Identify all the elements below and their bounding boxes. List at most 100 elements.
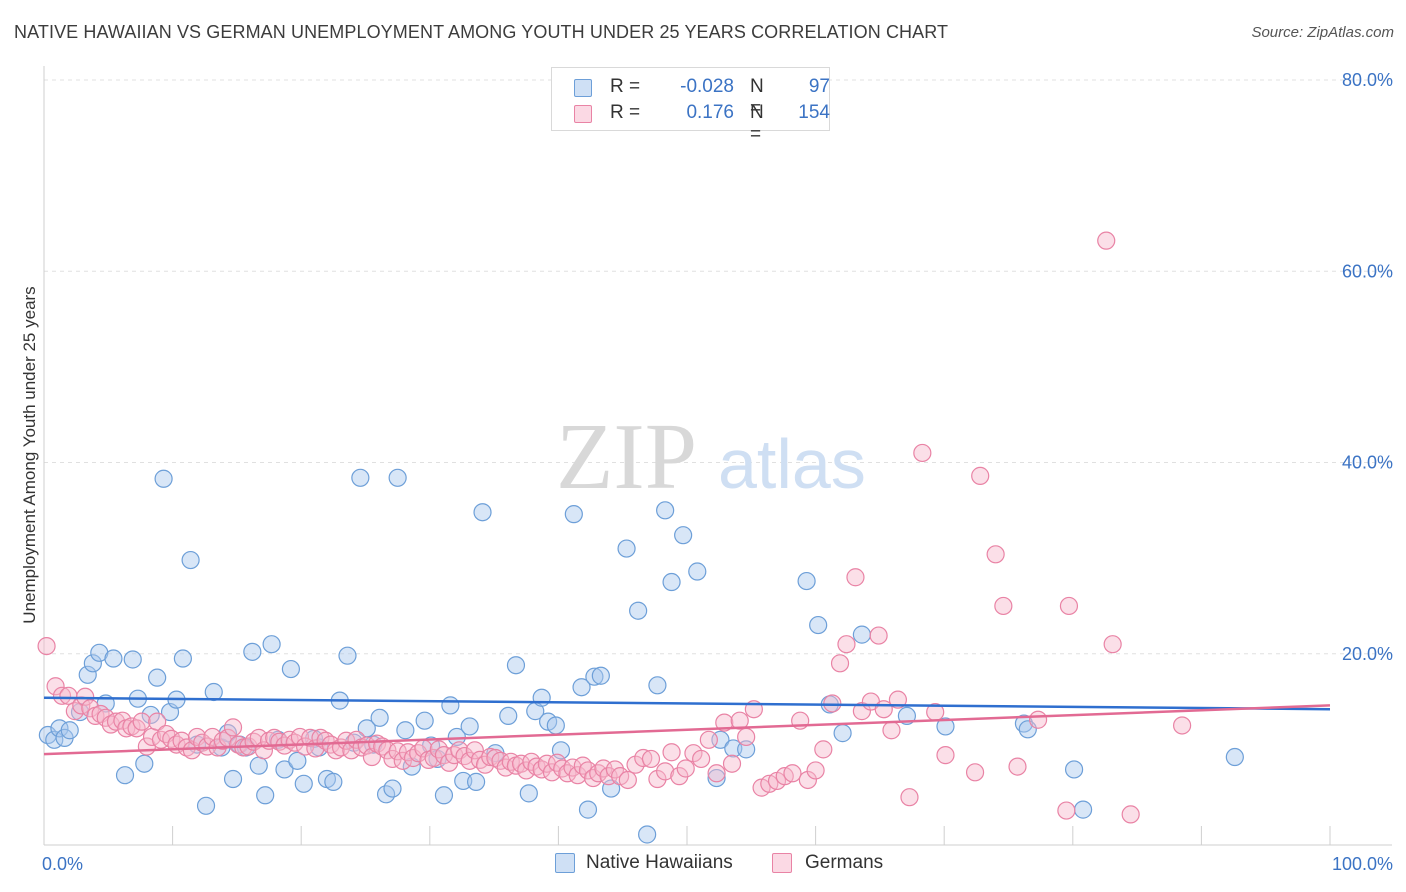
point-germans: [542, 763, 562, 782]
tick-labels: 20.0% 40.0% 60.0% 80.0% 0.0% 100.0%: [42, 70, 1393, 874]
point-germans: [517, 761, 536, 780]
point-germans: [814, 740, 833, 759]
point-germans: [662, 743, 681, 762]
point-native-hawaiians: [294, 774, 313, 793]
point-native-hawaiians: [460, 717, 479, 736]
point-native-hawaiians: [173, 649, 192, 668]
point-native-hawaiians: [737, 740, 756, 759]
point-native-hawaiians: [1073, 800, 1093, 819]
point-native-hawaiians: [473, 503, 492, 522]
point-native-hawaiians: [154, 469, 173, 488]
point-germans: [481, 747, 500, 767]
point-native-hawaiians: [243, 642, 262, 661]
point-native-hawaiians: [441, 696, 460, 715]
point-native-hawaiians: [546, 716, 565, 735]
series-native-hawaiians: [38, 468, 1244, 844]
point-native-hawaiians: [519, 784, 538, 803]
point-germans: [1028, 710, 1048, 729]
point-germans: [37, 636, 56, 656]
point-germans: [301, 728, 320, 748]
point-native-hawaiians: [104, 649, 123, 668]
point-native-hawaiians: [656, 501, 675, 520]
n-value: 154: [798, 102, 830, 123]
point-germans: [699, 730, 718, 749]
point-native-hawaiians: [388, 468, 407, 487]
point-germans: [52, 686, 72, 705]
point-germans: [182, 741, 201, 760]
point-germans: [1097, 231, 1116, 250]
point-native-hawaiians: [674, 526, 693, 545]
point-native-hawaiians: [724, 739, 743, 758]
point-germans: [1103, 635, 1122, 654]
axes: [43, 66, 1392, 846]
r-value: 0.176: [686, 102, 734, 123]
point-native-hawaiians: [262, 635, 281, 654]
point-germans: [676, 759, 695, 778]
r-label: R =: [610, 102, 641, 123]
point-native-hawaiians: [351, 468, 370, 487]
point-germans: [634, 748, 653, 768]
y-axis-title: Unemployment Among Youth under 25 years: [20, 286, 39, 624]
point-germans: [532, 760, 551, 779]
point-germans: [641, 749, 661, 769]
point-native-hawaiians: [578, 800, 598, 819]
point-native-hawaiians: [281, 659, 301, 679]
point-germans: [311, 728, 330, 748]
point-germans: [1173, 716, 1192, 735]
point-germans: [213, 731, 232, 750]
legend-swatch-native-hawaiians: [555, 853, 575, 873]
point-germans: [393, 751, 412, 770]
point-native-hawaiians: [1225, 747, 1244, 767]
point-native-hawaiians: [370, 708, 389, 727]
point-germans: [715, 713, 734, 732]
point-native-hawaiians: [466, 772, 486, 791]
point-native-hawaiians: [585, 667, 604, 686]
point-native-hawaiians: [564, 505, 583, 524]
n-label: N =: [750, 76, 764, 119]
point-germans: [722, 754, 742, 773]
n-label: N =: [750, 102, 764, 145]
legend-label-germans: Germans: [805, 852, 884, 873]
legend-swatch-native-hawaiians: [574, 79, 592, 97]
point-native-hawaiians: [383, 779, 402, 798]
point-germans: [806, 761, 825, 780]
legend-swatch-germans: [574, 105, 592, 123]
point-germans: [367, 734, 387, 753]
point-germans: [900, 788, 919, 807]
point-germans: [737, 727, 756, 747]
point-native-hawaiians: [83, 654, 102, 673]
point-native-hawaiians: [572, 678, 591, 697]
point-germans: [994, 596, 1013, 616]
point-native-hawaiians: [638, 825, 657, 844]
point-germans: [846, 568, 865, 587]
legend-swatch-germans: [772, 853, 792, 873]
point-native-hawaiians: [532, 688, 551, 707]
point-native-hawaiians: [148, 668, 167, 687]
grid-lines: [44, 79, 1392, 655]
point-native-hawaiians: [833, 724, 852, 743]
trend-line-germans: [43, 704, 1331, 756]
point-germans: [568, 766, 587, 785]
point-germans: [869, 626, 888, 645]
source-label: Source: ZipAtlas.com: [1251, 24, 1394, 41]
point-germans: [692, 749, 711, 769]
x-tick-label: 0.0%: [42, 854, 83, 874]
point-germans: [618, 770, 637, 790]
point-germans: [132, 712, 151, 731]
point-native-hawaiians: [707, 768, 726, 788]
point-germans: [1121, 805, 1140, 824]
y-tick-label: 60.0%: [1342, 261, 1393, 281]
point-germans: [837, 635, 856, 654]
watermark-atlas: atlas: [718, 425, 866, 503]
point-germans: [465, 741, 484, 760]
point-native-hawaiians: [288, 751, 307, 770]
legend-label-native-hawaiians: Native Hawaiians: [586, 852, 733, 873]
point-native-hawaiians: [396, 721, 415, 740]
y-tick-label: 20.0%: [1342, 644, 1393, 664]
chart-title: NATIVE HAWAIIAN VS GERMAN UNEMPLOYMENT A…: [14, 22, 949, 42]
point-germans: [223, 718, 243, 737]
point-native-hawaiians: [123, 650, 142, 669]
point-native-hawaiians: [852, 625, 871, 644]
watermark: ZIP atlas: [556, 405, 866, 509]
